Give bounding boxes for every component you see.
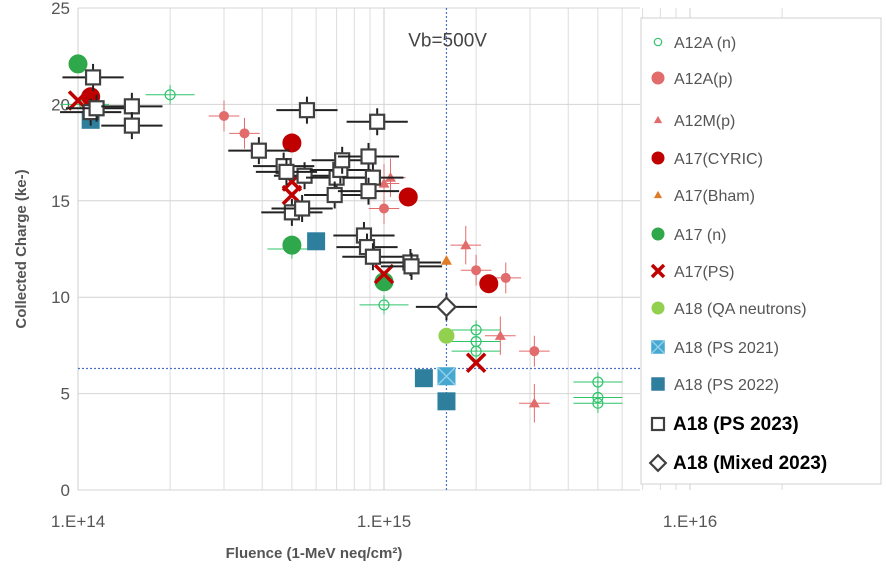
x-tick-label: 1.E+14 (51, 512, 105, 531)
y-axis-label: Collected Charge (ke-) (13, 169, 30, 328)
x-axis-label: Fluence (1-MeV neq/cm²) (226, 545, 403, 562)
data-point (218, 110, 229, 121)
data-point (436, 366, 456, 386)
data-point (528, 397, 540, 408)
legend-marker (651, 377, 665, 391)
data-point (68, 54, 88, 74)
legend-marker (651, 301, 665, 315)
data-point (494, 330, 506, 340)
data-point (465, 352, 487, 373)
data-point (282, 133, 302, 153)
data-point (84, 69, 102, 86)
data-point (378, 299, 390, 311)
legend-label: A17(Bham) (674, 188, 755, 205)
legend-label: A18 (PS 2021) (674, 340, 779, 357)
series-a12m-p (368, 158, 550, 423)
data-point (123, 117, 140, 134)
legend-marker (653, 115, 663, 124)
legend-label: A17(PS) (674, 264, 734, 281)
legend-label: A17 (n) (674, 227, 726, 244)
data-point (164, 89, 176, 101)
legend: A12A (n) A12A(p) A12M(p) A17(CYRIC) A17(Bham… (640, 17, 882, 485)
data-point (592, 376, 604, 388)
legend-label: A12M(p) (674, 113, 735, 130)
series-a18-ps-2021 (436, 366, 456, 386)
data-point (470, 345, 482, 357)
legend-label: A12A(p) (674, 71, 733, 88)
data-point (369, 113, 386, 130)
y-tick-label: 15 (51, 192, 70, 211)
legend-marker (651, 151, 665, 165)
legend-label: A17(CYRIC) (674, 151, 763, 168)
series-a18-qa-neutrons (438, 327, 455, 344)
data-point (296, 167, 313, 184)
data-point (403, 258, 420, 275)
annotation-vb: Vb=500V (408, 31, 487, 52)
series-a18-ps-2023 (60, 63, 443, 280)
series-a18-mixed-2023 (415, 293, 478, 321)
data-point (378, 177, 390, 188)
data-point (479, 274, 499, 294)
legend-marker (651, 71, 665, 85)
data-point (529, 346, 540, 357)
data-point (592, 397, 604, 409)
data-point (294, 200, 311, 217)
data-point (326, 186, 343, 204)
data-points (60, 54, 623, 423)
data-point (414, 369, 433, 388)
y-tick-label: 5 (61, 385, 70, 404)
series-a18-ps-2022 (81, 110, 456, 411)
data-point (364, 248, 382, 265)
legend-label: A12A (n) (674, 35, 736, 52)
series-a12a-p (208, 100, 550, 367)
y-tick-label: 25 (51, 0, 70, 18)
data-point (298, 102, 316, 119)
x-tick-label: 1.E+15 (357, 512, 411, 531)
data-point (437, 392, 456, 411)
data-point (500, 272, 511, 283)
legend-box (640, 17, 882, 485)
data-point (460, 239, 472, 250)
data-point (239, 128, 250, 139)
data-point (278, 163, 295, 180)
data-point (334, 152, 351, 169)
data-point (250, 142, 267, 159)
x-tick-label: 1.E+16 (663, 512, 717, 531)
data-point (398, 187, 418, 207)
legend-marker (653, 37, 663, 47)
x-tick-labels: 1.E+14 1.E+15 1.E+16 (51, 512, 717, 531)
y-tick-label: 10 (51, 288, 70, 307)
legend-label: A18 (PS 2023) (673, 414, 799, 435)
data-point (438, 327, 455, 344)
data-point (282, 235, 302, 255)
data-point (88, 100, 105, 117)
legend-marker (650, 416, 666, 432)
data-point (435, 296, 458, 318)
legend-label: A18 (PS 2022) (674, 377, 779, 394)
legend-marker (650, 263, 666, 279)
data-point (440, 255, 452, 265)
data-point (471, 265, 482, 276)
legend-marker (651, 227, 665, 241)
data-point (360, 148, 377, 165)
data-point (123, 98, 140, 115)
series-a17-bham (440, 255, 452, 265)
data-point (379, 203, 389, 214)
legend-marker (650, 339, 666, 355)
y-tick-label: 0 (61, 481, 70, 500)
legend-marker (653, 190, 663, 199)
legend-label: A18 (QA neutrons) (674, 301, 807, 318)
data-point (373, 263, 395, 285)
legend-label: A18 (Mixed 2023) (673, 453, 827, 474)
series-a12a-n (60, 85, 623, 413)
data-point (360, 183, 377, 200)
data-point (307, 232, 326, 251)
legend-marker (648, 453, 668, 473)
